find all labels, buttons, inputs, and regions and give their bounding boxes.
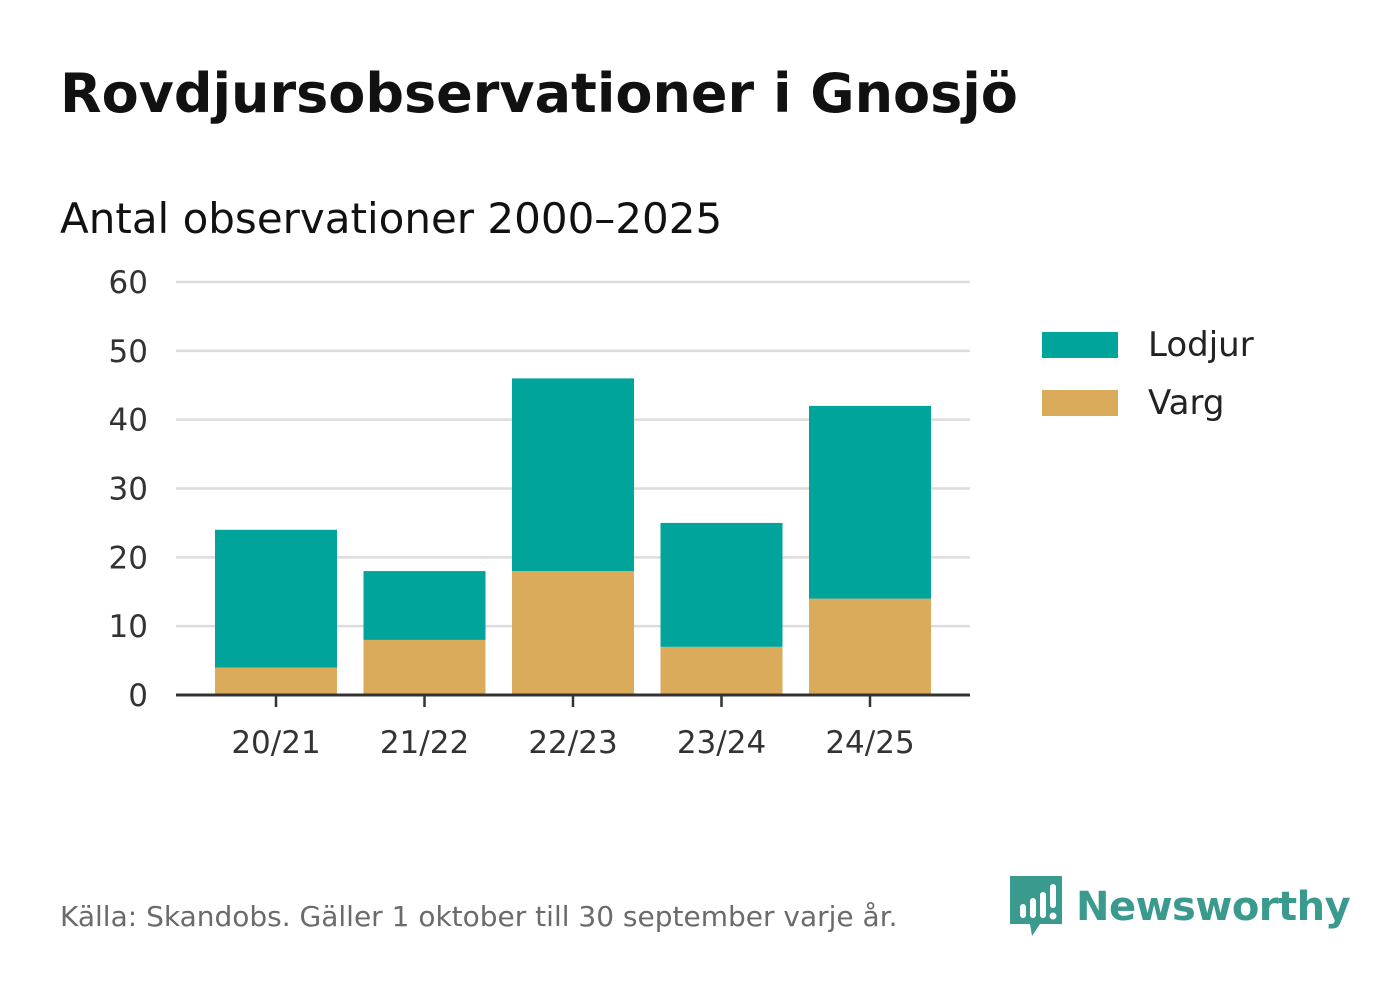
bar-lodjur-22-23 [512,378,634,572]
bar-lodjur-21-22 [363,571,486,640]
legend-item-varg: Varg [1042,374,1254,432]
legend-label-varg: Varg [1148,383,1225,423]
legend-swatch-lodjur [1042,332,1118,358]
y-tick-label: 10 [109,609,148,645]
legend: Lodjur Varg [1042,316,1254,432]
legend-swatch-varg [1042,390,1118,416]
x-tick-label: 20/21 [231,725,320,761]
legend-label-lodjur: Lodjur [1148,325,1254,365]
y-axis-labels: 0 10 20 30 40 50 60 [109,265,148,714]
newsworthy-logo: Newsworthy [1010,876,1351,938]
bar-varg-23-24 [660,646,783,695]
y-tick-label: 60 [109,265,148,301]
y-tick-label: 40 [109,403,148,439]
bars [215,378,931,695]
bar-lodjur-20-21 [215,529,337,668]
y-tick-label: 20 [109,540,148,576]
x-tick-label: 23/24 [677,725,766,761]
bar-lodjur-24-25 [809,405,931,599]
x-tick-label: 24/25 [825,725,914,761]
logo-text: Newsworthy [1076,884,1351,930]
x-tick-label: 21/22 [380,725,469,761]
bar-varg-22-23 [512,571,634,695]
x-axis [176,693,970,707]
newsworthy-logo-icon [1010,876,1062,936]
bar-varg-20-21 [215,667,337,695]
chart-subtitle: Antal observationer 2000–2025 [60,194,723,243]
bar-varg-24-25 [809,598,931,695]
chart-title: Rovdjursobservationer i Gnosjö [60,62,1018,125]
legend-item-lodjur: Lodjur [1042,316,1254,374]
x-tick-label: 22/23 [528,725,617,761]
bar-lodjur-23-24 [660,522,783,647]
bar-varg-21-22 [363,639,486,695]
x-axis-labels: 20/21 21/22 22/23 23/24 24/25 [231,725,914,761]
y-tick-label: 0 [128,678,148,714]
y-tick-label: 50 [109,334,148,370]
source-note: Källa: Skandobs. Gäller 1 oktober till 3… [60,900,898,933]
y-tick-label: 30 [109,472,148,508]
